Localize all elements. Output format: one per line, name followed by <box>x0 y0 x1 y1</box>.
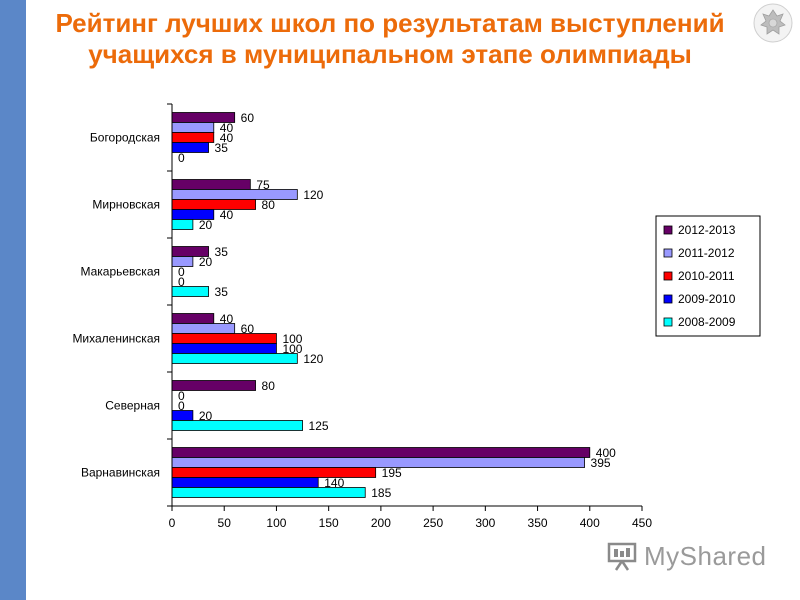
x-tick-label: 250 <box>423 516 443 530</box>
legend-label: 2009-2010 <box>678 292 736 306</box>
data-label: 125 <box>309 419 329 433</box>
legend-label: 2012-2013 <box>678 223 736 237</box>
data-label: 40 <box>220 121 234 135</box>
data-label: 20 <box>199 255 213 269</box>
category-label: Михаленинская <box>72 332 160 346</box>
bar-Варнавинская-2009-2010 <box>171 477 319 488</box>
category-label: Северная <box>105 399 160 413</box>
data-label: 100 <box>282 332 302 346</box>
category-label: Макарьевская <box>80 265 160 279</box>
data-label: 395 <box>591 456 611 470</box>
data-label: 0 <box>178 389 185 403</box>
bar-Михаленинская-2012-2013 <box>171 313 215 324</box>
data-label: 400 <box>596 446 616 460</box>
data-label: 185 <box>371 486 391 500</box>
bar-Северная-2009-2010 <box>171 410 194 421</box>
bar-Мирновская-2008-2009 <box>171 219 194 230</box>
data-label: 35 <box>215 141 229 155</box>
x-tick-label: 50 <box>218 516 232 530</box>
x-tick-label: 450 <box>632 516 652 530</box>
data-label: 75 <box>256 178 270 192</box>
data-label: 40 <box>220 131 234 145</box>
bar-Северная-2008-2009 <box>171 420 303 431</box>
x-tick-label: 0 <box>169 516 176 530</box>
x-tick-label: 150 <box>319 516 339 530</box>
legend-swatch <box>663 317 673 327</box>
bar-Богородская-2011-2012 <box>171 122 215 133</box>
bar-Мирновская-2010-2011 <box>171 199 256 210</box>
bar-Богородская-2010-2011 <box>171 132 215 143</box>
category-label: Богородская <box>90 131 160 145</box>
bar-Варнавинская-2011-2012 <box>171 457 585 468</box>
x-tick-label: 400 <box>580 516 600 530</box>
data-label: 20 <box>199 218 213 232</box>
bar-Мирновская-2011-2012 <box>171 189 298 200</box>
legend-label: 2011-2012 <box>678 246 735 260</box>
legend-swatch <box>663 248 673 258</box>
data-label: 195 <box>382 466 402 480</box>
legend-swatch <box>663 271 673 281</box>
data-label: 0 <box>178 399 185 413</box>
data-label: 0 <box>178 275 185 289</box>
legend-label: 2010-2011 <box>678 269 735 283</box>
legend-label: 2008-2009 <box>678 315 736 329</box>
data-label: 40 <box>220 312 234 326</box>
data-label: 80 <box>262 198 276 212</box>
data-label: 100 <box>282 342 302 356</box>
data-label: 0 <box>178 151 185 165</box>
category-label: Мирновская <box>92 198 160 212</box>
data-label: 35 <box>215 285 229 299</box>
data-label: 60 <box>241 322 255 336</box>
bar-Варнавинская-2008-2009 <box>171 487 366 498</box>
data-label: 120 <box>303 352 323 366</box>
watermark-text: MyShared <box>644 540 767 571</box>
bar-Варнавинская-2012-2013 <box>171 447 591 458</box>
data-label: 0 <box>178 265 185 279</box>
category-label: Варнавинская <box>81 466 160 480</box>
bar-Михаленинская-2008-2009 <box>171 353 298 364</box>
legend-swatch <box>663 294 673 304</box>
bar-Мирновская-2012-2013 <box>171 179 251 190</box>
x-tick-label: 300 <box>475 516 495 530</box>
coat-of-arms-logo <box>753 3 793 43</box>
data-label: 20 <box>199 409 213 423</box>
x-tick-label: 200 <box>371 516 391 530</box>
left-decorative-band <box>0 0 26 600</box>
data-label: 60 <box>241 111 255 125</box>
legend-swatch <box>663 225 673 235</box>
data-label: 80 <box>262 379 276 393</box>
bar-Михаленинская-2009-2010 <box>171 343 277 354</box>
x-tick-label: 100 <box>266 516 286 530</box>
data-label: 120 <box>303 188 323 202</box>
data-label: 35 <box>215 245 229 259</box>
presentation-icon <box>607 542 637 571</box>
bar-Михаленинская-2011-2012 <box>171 323 236 334</box>
bar-Михаленинская-2010-2011 <box>171 333 277 344</box>
data-label: 140 <box>324 476 344 490</box>
data-label: 40 <box>220 208 234 222</box>
x-tick-label: 350 <box>528 516 548 530</box>
watermark-logo: MyShared <box>606 536 776 576</box>
bar-Макарьевская-2008-2009 <box>171 286 209 297</box>
page-title: Рейтинг лучших школ по результатам высту… <box>55 8 725 69</box>
bar-Варнавинская-2010-2011 <box>171 467 377 478</box>
legend-box <box>655 215 761 337</box>
